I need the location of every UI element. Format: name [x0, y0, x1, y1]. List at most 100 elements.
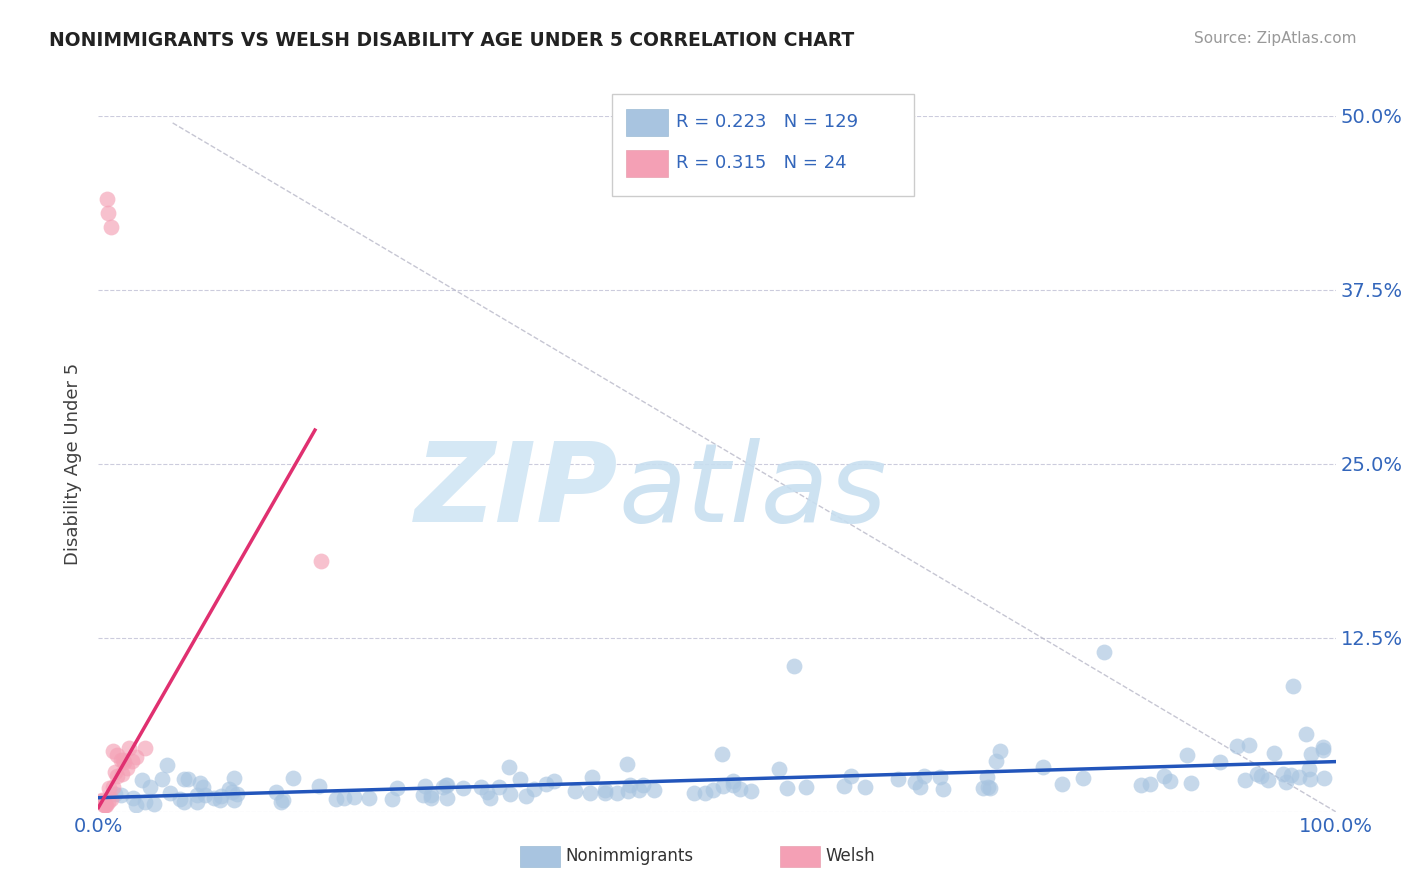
Point: [839, 769, 862, 783]
Point: [270, 796, 292, 810]
Point: [794, 780, 817, 794]
Point: [93, 797, 115, 812]
Point: [979, 780, 1001, 795]
Point: [776, 781, 799, 796]
Point: [100, 220, 122, 235]
Point: [357, 790, 380, 805]
Point: [702, 783, 724, 797]
Point: [1246, 767, 1268, 781]
Point: [94, 797, 117, 812]
Point: [1177, 748, 1199, 763]
Point: [1263, 746, 1285, 760]
Text: R = 0.223   N = 129: R = 0.223 N = 129: [676, 113, 859, 131]
Point: [159, 786, 181, 800]
Point: [209, 793, 232, 807]
Point: [283, 771, 305, 785]
Point: [118, 741, 141, 756]
Point: [104, 787, 127, 801]
Point: [1139, 777, 1161, 791]
Point: [218, 782, 240, 797]
Point: [142, 797, 165, 811]
Point: [832, 779, 855, 793]
Point: [104, 765, 127, 780]
Point: [131, 773, 153, 788]
Point: [564, 784, 586, 798]
Point: [912, 769, 935, 783]
Point: [209, 789, 232, 804]
Point: [91, 793, 114, 807]
Point: [419, 788, 441, 802]
Point: [1233, 773, 1256, 788]
Text: Source: ZipAtlas.com: Source: ZipAtlas.com: [1194, 31, 1357, 46]
Point: [105, 747, 128, 762]
Point: [887, 772, 910, 786]
Point: [186, 795, 208, 809]
Point: [643, 783, 665, 797]
Point: [768, 762, 790, 776]
Text: atlas: atlas: [619, 438, 887, 545]
Point: [478, 791, 501, 805]
Point: [325, 792, 347, 806]
Point: [1050, 777, 1073, 791]
Point: [110, 753, 132, 767]
Point: [928, 770, 950, 784]
Point: [1226, 739, 1249, 754]
Point: [150, 772, 173, 787]
Point: [509, 772, 531, 786]
Point: [988, 744, 1011, 758]
Point: [193, 780, 215, 794]
Point: [332, 791, 354, 805]
Point: [1299, 747, 1322, 761]
Point: [523, 781, 546, 796]
Point: [606, 786, 628, 800]
Point: [593, 786, 616, 800]
Point: [579, 786, 602, 800]
Point: [385, 780, 408, 795]
Point: [112, 755, 135, 769]
Text: Nonimmigrants: Nonimmigrants: [565, 847, 693, 865]
Point: [1257, 773, 1279, 788]
Point: [1250, 769, 1272, 783]
Point: [222, 771, 245, 785]
Point: [488, 780, 510, 794]
Point: [194, 788, 217, 802]
Point: [224, 793, 246, 807]
Text: NONIMMIGRANTS VS WELSH DISABILITY AGE UNDER 5 CORRELATION CHART: NONIMMIGRANTS VS WELSH DISABILITY AGE UN…: [49, 31, 855, 50]
Point: [593, 782, 616, 797]
Point: [1209, 755, 1232, 769]
Point: [186, 788, 208, 802]
Point: [110, 788, 132, 802]
Point: [101, 780, 124, 794]
Point: [91, 794, 114, 808]
Point: [581, 770, 603, 784]
Point: [728, 781, 751, 796]
Point: [1288, 770, 1310, 784]
Point: [477, 785, 499, 799]
Point: [1272, 767, 1295, 781]
Point: [1298, 762, 1320, 776]
Text: R = 0.315   N = 24: R = 0.315 N = 24: [676, 154, 846, 172]
Point: [436, 778, 458, 792]
Point: [984, 755, 1007, 769]
Point: [115, 761, 138, 775]
Point: [121, 754, 143, 768]
Point: [932, 781, 955, 796]
Point: [1298, 772, 1320, 786]
Point: [221, 785, 243, 799]
Point: [436, 778, 458, 792]
Point: [711, 779, 734, 793]
Point: [499, 787, 522, 801]
Point: [156, 757, 179, 772]
Point: [226, 787, 249, 801]
Point: [723, 773, 745, 788]
Point: [343, 789, 366, 804]
Point: [271, 793, 294, 807]
Point: [413, 780, 436, 794]
Point: [619, 779, 641, 793]
Point: [628, 782, 651, 797]
Point: [177, 772, 200, 786]
Point: [853, 780, 876, 794]
Point: [100, 792, 122, 806]
Point: [93, 797, 115, 812]
Point: [710, 747, 733, 761]
